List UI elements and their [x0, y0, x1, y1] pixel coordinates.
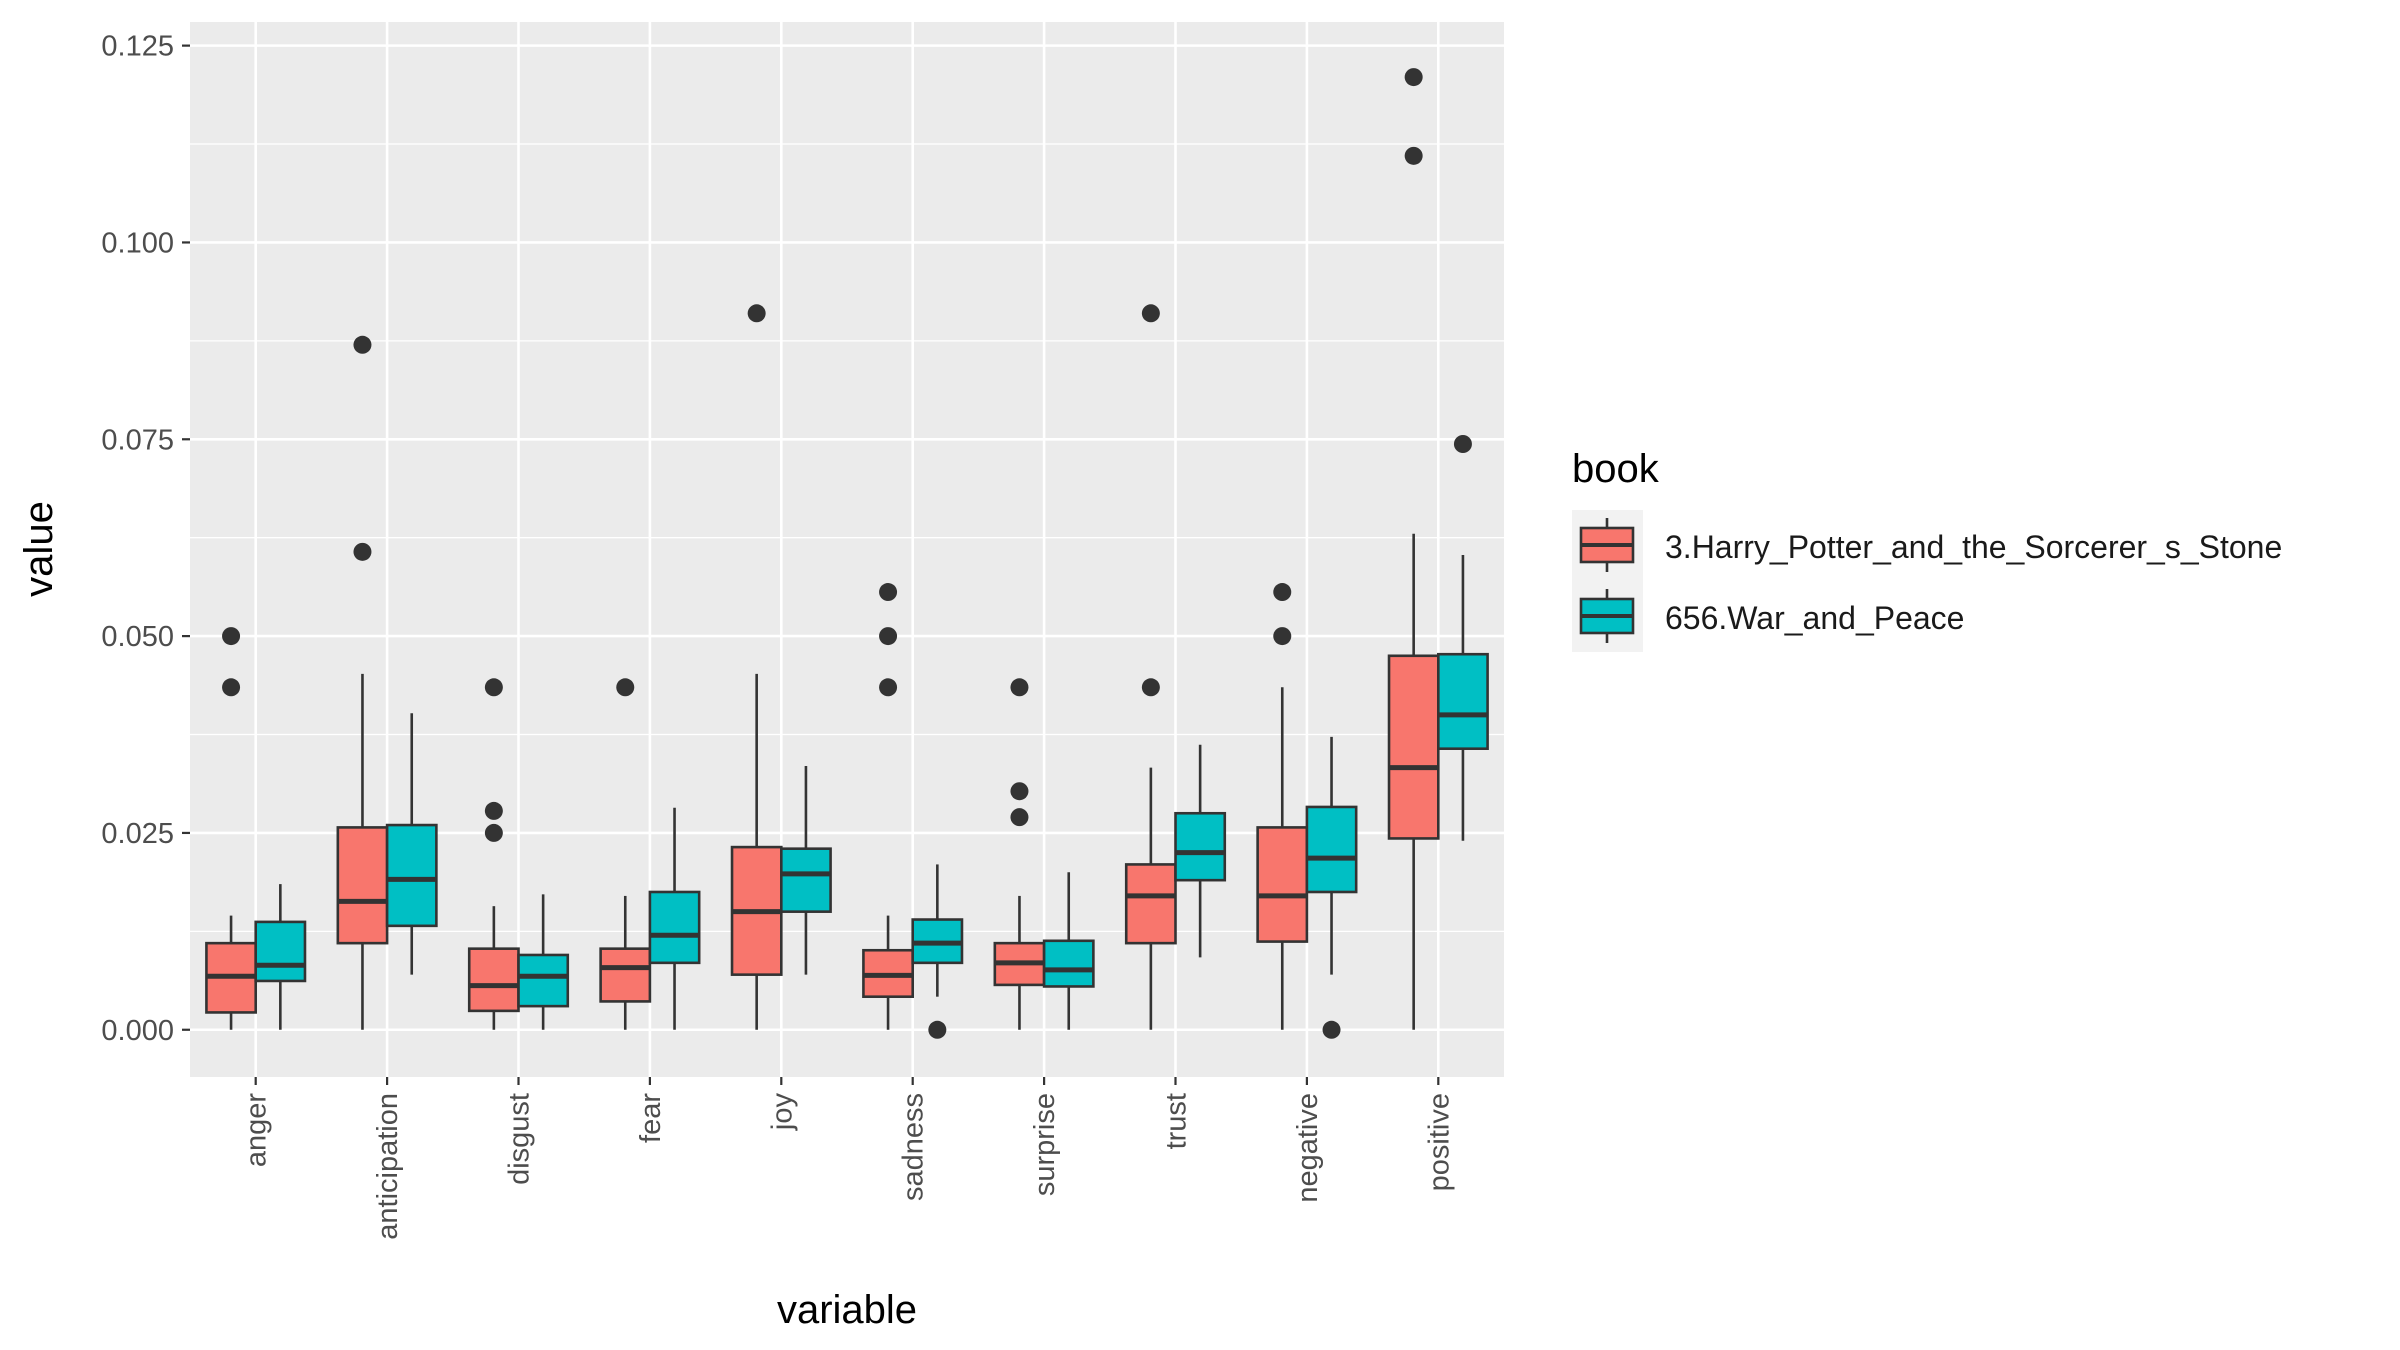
legend-title: book [1572, 447, 1660, 491]
y-tick-label: 0.025 [101, 818, 174, 850]
y-tick-label: 0.100 [101, 227, 174, 259]
box-iqr [1256, 826, 1309, 943]
x-tick-label: trust [1161, 1093, 1193, 1149]
outlier-point [484, 823, 503, 842]
boxes [205, 68, 1489, 1039]
outlier-point [747, 304, 766, 323]
y-axis: 0.000 0.025 0.050 0.075 0.100 0.125 [101, 31, 190, 1047]
box-group [1124, 304, 1177, 1030]
outlier-point [1010, 678, 1029, 697]
outlier-point [1322, 1020, 1341, 1039]
x-tick-label: joy [766, 1093, 798, 1132]
outlier-point [928, 1020, 947, 1039]
outlier-point [222, 678, 241, 697]
outlier-point [1404, 68, 1423, 87]
outlier-point [879, 678, 898, 697]
outlier-point [879, 627, 898, 646]
x-tick-label: positive [1423, 1093, 1455, 1191]
x-tick-label: negative [1292, 1093, 1324, 1203]
box-iqr [385, 823, 438, 928]
box-iqr [254, 920, 307, 983]
box-group [205, 627, 258, 1030]
box-iqr [1305, 805, 1358, 894]
y-tick-label: 0.000 [101, 1015, 174, 1047]
box-iqr [517, 953, 570, 1008]
legend-label-war-and-peace: 656.War_and_Peace [1665, 600, 1964, 636]
x-tick-label: anticipation [372, 1093, 404, 1240]
legend-label-harry-potter: 3.Harry_Potter_and_the_Sorcerer_s_Stone [1665, 529, 2282, 565]
outlier-point [1273, 627, 1292, 646]
x-axis: anger anticipation disgust fear joy sadness su… [241, 1077, 1455, 1240]
box-group [254, 884, 307, 1030]
box-group [862, 583, 914, 1030]
box-group [599, 678, 652, 1030]
box-iqr [1174, 811, 1227, 882]
outlier-point [1273, 583, 1292, 602]
y-tick-label: 0.050 [101, 621, 174, 653]
outlier-point [484, 678, 503, 697]
box-group [467, 678, 520, 1030]
box-group [1387, 68, 1440, 1030]
box-iqr [1124, 863, 1177, 945]
box-group [517, 894, 570, 1030]
box-group [648, 807, 701, 1030]
outlier-point [879, 583, 898, 602]
legend: book 3.Harry_Potter_and_the_Sorcerer_s_S… [1572, 447, 2282, 652]
x-tick-label: sadness [898, 1093, 930, 1201]
box-iqr [1042, 939, 1095, 988]
outlier-point [1010, 808, 1029, 827]
box-group [1174, 744, 1227, 958]
outlier-point [222, 627, 241, 646]
outlier-point [1010, 782, 1029, 801]
box-group [911, 864, 964, 1039]
outlier-point [616, 678, 635, 697]
outlier-point [1453, 435, 1472, 453]
legend-keys [1579, 518, 1635, 643]
box-group [385, 713, 438, 975]
y-axis-title: value [17, 501, 61, 597]
x-axis-title: variable [777, 1288, 917, 1332]
y-tick-label: 0.075 [101, 424, 174, 456]
box-iqr [779, 847, 832, 913]
box-group [993, 678, 1046, 1030]
box-group [1437, 435, 1489, 841]
outlier-point [1141, 678, 1160, 697]
box-iqr [467, 947, 520, 1013]
box-group [336, 335, 389, 1030]
box-iqr [1437, 652, 1489, 750]
box-group [730, 304, 783, 1030]
outlier-point [353, 335, 372, 354]
box-iqr [599, 947, 652, 1003]
x-tick-label: surprise [1029, 1093, 1061, 1196]
outlier-point [1141, 304, 1160, 323]
outlier-point [1404, 146, 1423, 165]
box-iqr [1387, 654, 1440, 840]
box-group [1042, 872, 1095, 1030]
x-tick-label: anger [241, 1093, 273, 1168]
box-iqr [336, 826, 389, 945]
y-tick-label: 0.125 [101, 31, 174, 63]
x-tick-label: fear [635, 1093, 667, 1143]
x-tick-label: disgust [504, 1093, 536, 1185]
outlier-point [353, 542, 372, 561]
box-iqr [648, 890, 701, 965]
outlier-point [484, 801, 503, 820]
box-group [779, 766, 832, 975]
box-group [1305, 736, 1358, 1039]
box-group [1256, 583, 1309, 1030]
